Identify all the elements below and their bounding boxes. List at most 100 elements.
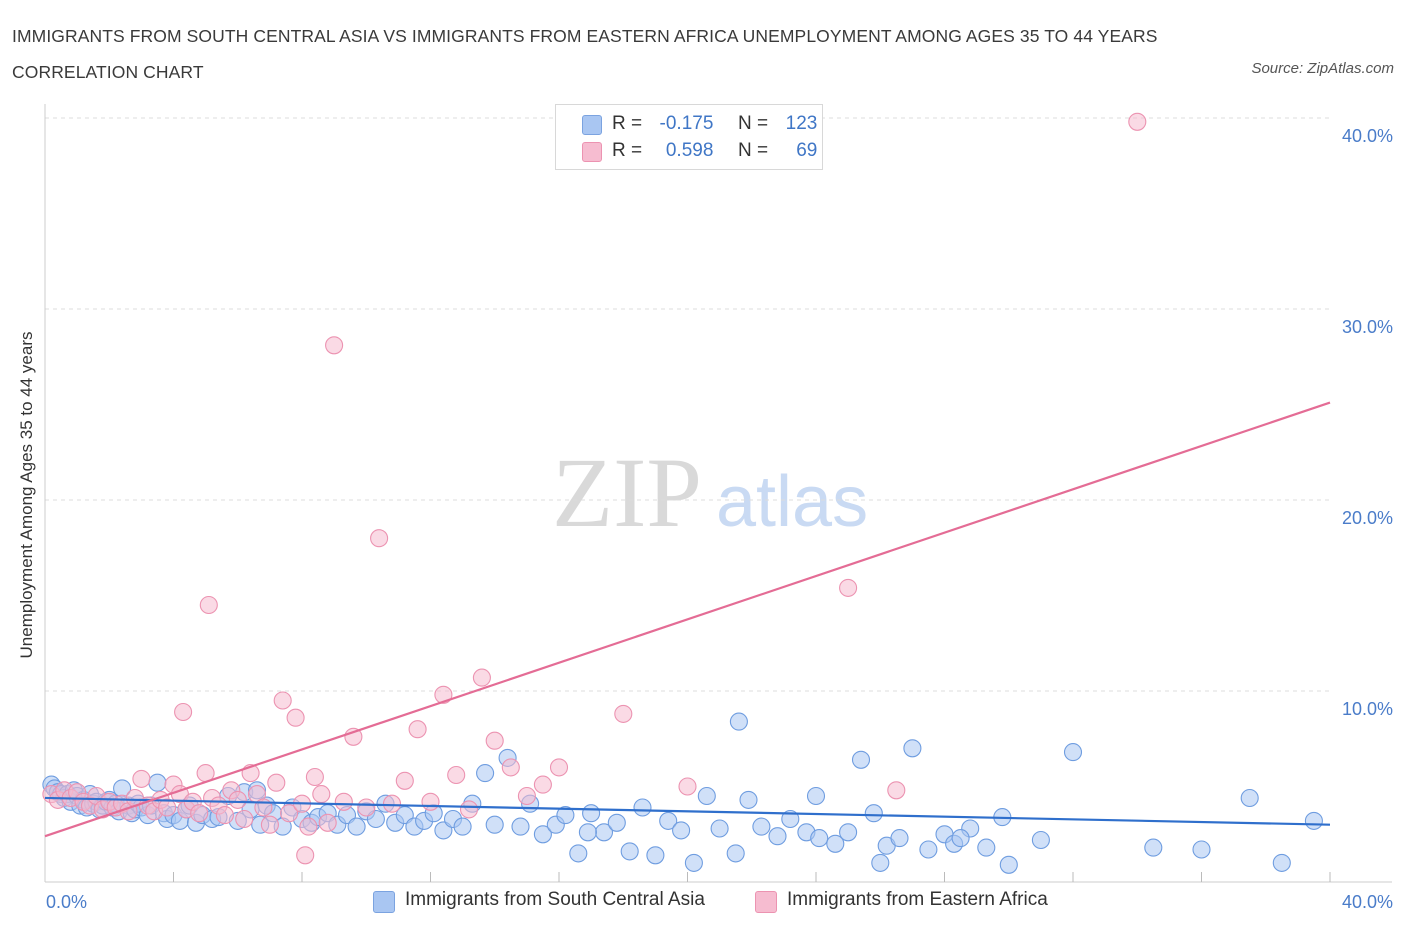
trend-line-0 — [44, 796, 1331, 826]
data-point — [1192, 840, 1211, 859]
data-point — [582, 804, 601, 823]
data-point — [325, 336, 344, 355]
legend-n-label: N = — [737, 140, 769, 161]
data-point — [678, 777, 697, 796]
data-point — [501, 758, 520, 777]
data-point — [199, 595, 218, 615]
y-tick-label: 40.0% — [1342, 126, 1393, 146]
legend-r-value: 0.598 — [665, 140, 714, 161]
data-point — [1240, 788, 1259, 808]
series-name: Immigrants from South Central Asia — [405, 889, 705, 910]
legend-n-label: N = — [737, 113, 769, 134]
legend-n-value: 123 — [785, 113, 818, 134]
data-point — [810, 829, 829, 848]
watermark: ZIP atlas — [552, 437, 868, 548]
grid — [45, 117, 1330, 692]
data-point — [485, 731, 504, 750]
data-point — [697, 786, 716, 806]
legend-n-value: 69 — [796, 140, 818, 161]
data-point — [511, 817, 530, 836]
data-point — [1272, 853, 1291, 872]
data-point — [890, 829, 909, 848]
data-point — [1128, 112, 1147, 131]
data-point — [215, 806, 234, 825]
series-swatch-pink — [755, 891, 777, 913]
data-point — [296, 846, 315, 865]
chart-title: IMMIGRANTS FROM SOUTH CENTRAL ASIA VS IM… — [12, 26, 1158, 82]
data-point — [1304, 811, 1323, 830]
data-point — [826, 834, 845, 853]
data-point — [620, 842, 639, 861]
y-tick-label: 10.0% — [1342, 699, 1393, 719]
data-point — [806, 786, 826, 806]
data-point — [569, 844, 588, 863]
data-point — [851, 750, 871, 769]
data-point — [286, 708, 305, 727]
data-point — [646, 846, 665, 865]
data-point — [148, 773, 167, 792]
data-point — [447, 765, 466, 785]
data-point — [260, 815, 279, 834]
data-point — [158, 798, 177, 817]
y-tick-label: 20.0% — [1342, 508, 1393, 528]
legend-swatch-pink — [582, 142, 602, 162]
watermark-atlas: atlas — [716, 462, 868, 542]
data-point — [228, 790, 247, 809]
data-point — [476, 764, 495, 783]
data-point — [672, 821, 691, 840]
data-point — [273, 691, 292, 710]
data-point — [453, 817, 472, 836]
trend-line-1 — [44, 401, 1331, 838]
data-point — [434, 685, 453, 704]
data-point — [533, 825, 552, 844]
data-point — [517, 786, 536, 806]
data-point — [977, 838, 996, 857]
series-swatch-blue — [373, 891, 395, 913]
data-point — [382, 794, 402, 813]
data-point — [659, 811, 678, 830]
data-point — [485, 815, 504, 834]
data-point — [768, 827, 787, 846]
x-tick-label-max: 40.0% — [1342, 892, 1393, 912]
data-point — [864, 804, 883, 823]
data-point — [684, 853, 703, 872]
data-point — [280, 804, 299, 823]
data-point — [903, 739, 922, 758]
data-point — [1063, 743, 1083, 762]
data-point — [739, 790, 758, 809]
legend-r-value: -0.175 — [659, 113, 714, 134]
data-point — [999, 855, 1018, 874]
data-point — [549, 758, 569, 777]
correlation-legend: R = -0.175 N = 123 R = 0.598 N = 69 — [555, 104, 823, 170]
data-point — [312, 785, 331, 804]
data-point — [421, 792, 440, 811]
data-point — [729, 712, 748, 731]
data-point — [305, 767, 324, 787]
source-label: Source: ZipAtlas.com — [1251, 60, 1394, 77]
data-point — [408, 720, 427, 739]
data-point — [839, 823, 858, 842]
data-point — [395, 771, 414, 790]
data-point — [267, 773, 286, 792]
x-tick-label-min: 0.0% — [46, 892, 87, 912]
data-point — [334, 792, 353, 811]
data-point — [1144, 838, 1163, 857]
data-point — [174, 702, 193, 722]
data-point — [887, 781, 906, 800]
data-point — [781, 809, 800, 829]
data-point — [578, 823, 597, 842]
legend-r-label: R = — [612, 140, 643, 161]
data-point — [710, 819, 729, 838]
data-point — [871, 853, 890, 872]
data-point — [318, 813, 337, 832]
data-point — [235, 809, 254, 829]
watermark-zip: ZIP — [552, 437, 702, 548]
data-point — [951, 829, 970, 848]
data-point — [472, 668, 491, 687]
data-point — [357, 798, 376, 817]
series-name: Immigrants from Eastern Africa — [787, 889, 1048, 910]
y-tick-label: 30.0% — [1342, 317, 1393, 337]
data-point — [190, 804, 209, 823]
data-point — [370, 529, 389, 548]
